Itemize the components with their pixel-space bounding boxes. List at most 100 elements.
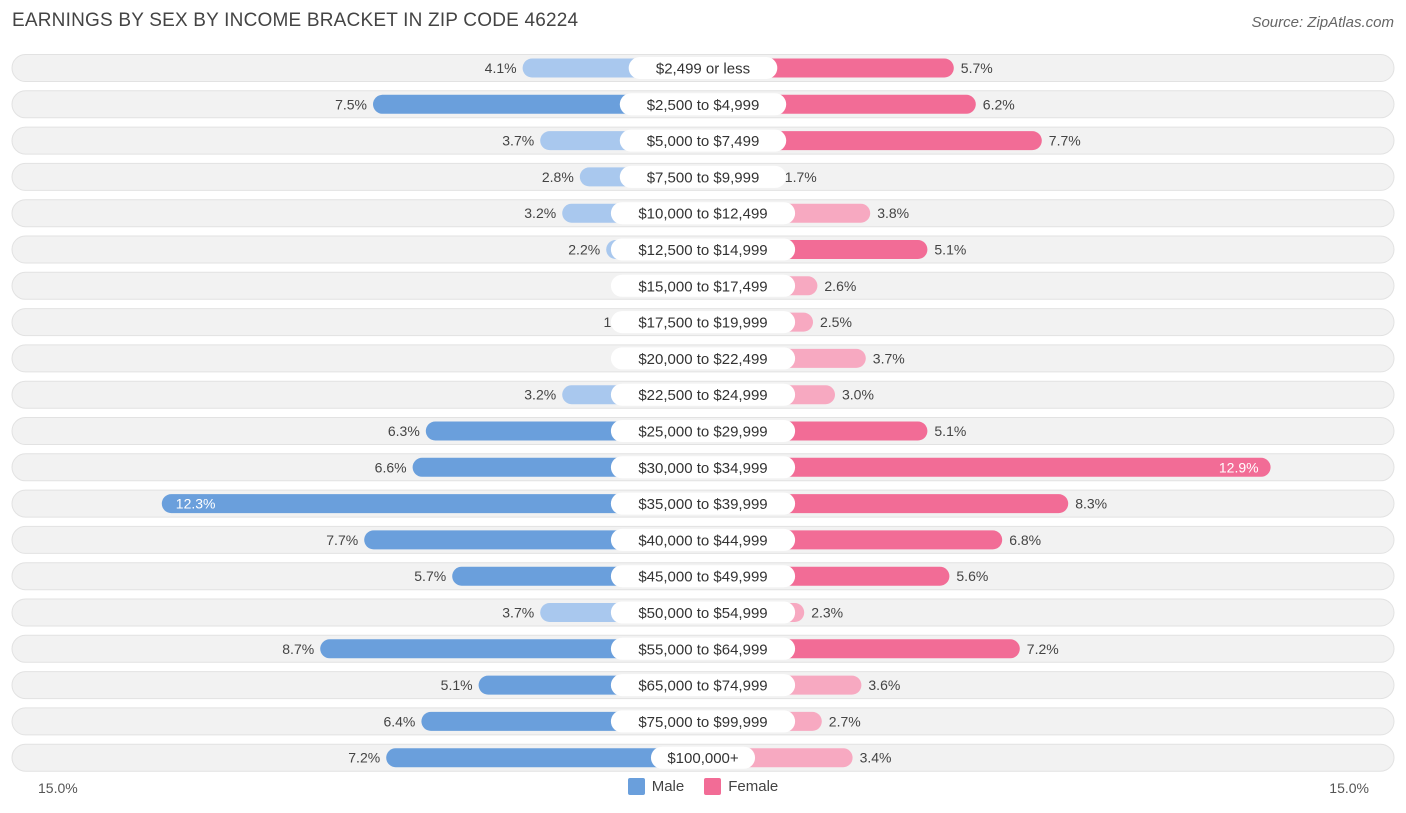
category-pill	[610, 202, 796, 225]
value-label-male: 7.5%	[335, 96, 367, 112]
bar-male	[320, 639, 703, 659]
category-label: $45,000 to $49,999	[638, 569, 767, 586]
bar-row: 6.4% 2.7% $75,000 to $99,999	[11, 707, 1395, 736]
category-pill	[610, 637, 796, 660]
value-label-male: 3.2%	[524, 205, 556, 221]
value-label-female: 5.6%	[956, 568, 988, 584]
bar-row: 5.1% 3.6% $65,000 to $74,999	[11, 671, 1395, 700]
category-pill	[650, 746, 756, 769]
value-label-female: 6.2%	[983, 96, 1015, 112]
value-label-female: 5.1%	[934, 242, 966, 258]
bar-row: 6.3% 5.1% $25,000 to $29,999	[11, 417, 1395, 445]
category-pill	[610, 565, 796, 588]
category-label: $12,500 to $14,999	[638, 242, 767, 259]
bar-male	[373, 94, 703, 114]
value-label-female: 2.3%	[811, 605, 843, 621]
bar-male	[386, 748, 703, 768]
value-label-female: 2.6%	[824, 278, 856, 294]
value-label-female: 6.8%	[1009, 532, 1041, 548]
legend-swatch-female	[704, 778, 722, 795]
bar-row: 2.8% 1.7% $7,500 to $9,999	[11, 162, 1395, 191]
value-label-male: 5.7%	[414, 568, 446, 584]
value-label-male: 2.2%	[568, 242, 600, 258]
value-label-male: 3.7%	[502, 605, 534, 621]
value-label-male: 7.7%	[326, 532, 358, 548]
category-pill	[610, 710, 796, 733]
category-pill	[610, 383, 796, 406]
category-label: $5,000 to $7,499	[647, 133, 760, 150]
bar-row: 1.4%2.5%$17,500 to $19,999	[11, 308, 1395, 337]
legend-item-male[interactable]: Male	[627, 778, 685, 795]
value-label-male: 8.7%	[282, 641, 314, 657]
category-pill	[619, 129, 787, 152]
category-label: $35,000 to $39,999	[638, 496, 767, 513]
category-label: $25,000 to $29,999	[638, 424, 767, 441]
value-label-male: 12.3%	[176, 496, 216, 512]
value-label-female: 3.6%	[868, 677, 900, 693]
value-label-female: 3.8%	[877, 205, 909, 221]
bar-row: 2.2% 5.1% $12,500 to $14,999	[11, 235, 1395, 264]
value-label-male: 2.8%	[542, 169, 574, 185]
bar-row: 3.7% 2.3% $50,000 to $54,999	[11, 598, 1395, 627]
category-pill	[610, 601, 796, 624]
value-label-female: 1.7%	[785, 169, 817, 185]
bar-row: 12.3% 8.3% $35,000 to $39,999	[11, 489, 1395, 518]
category-pill	[610, 347, 796, 370]
category-pill	[610, 456, 796, 479]
category-label: $15,000 to $17,499	[638, 278, 767, 295]
legend-label-female: Female	[728, 778, 779, 795]
category-label: $55,000 to $64,999	[638, 641, 767, 658]
category-label: $7,500 to $9,999	[647, 169, 760, 186]
category-label: $17,500 to $19,999	[638, 315, 767, 332]
category-pill	[619, 93, 787, 116]
bar-row: 7.2% 3.4% $100,000+	[11, 743, 1395, 772]
value-label-male: 3.2%	[524, 387, 556, 403]
value-label-male: 6.6%	[375, 459, 407, 475]
category-label: $22,500 to $24,999	[638, 387, 767, 404]
axis-left-label: 15.0%	[38, 780, 78, 796]
value-label-male: 6.4%	[383, 713, 415, 729]
category-label: $40,000 to $44,999	[638, 532, 767, 549]
bar-row: 8.7% 7.2% $55,000 to $64,999	[11, 634, 1395, 663]
category-pill	[628, 57, 778, 79]
value-label-male: 5.1%	[441, 677, 473, 693]
bar-female	[703, 131, 1042, 151]
source-credit: Source: ZipAtlas.com	[1251, 14, 1394, 31]
value-label-female: 7.7%	[1049, 133, 1081, 149]
value-label-female: 2.5%	[820, 314, 852, 330]
value-label-male: 6.3%	[388, 423, 420, 439]
category-pill	[610, 420, 796, 442]
category-pill	[619, 165, 787, 188]
category-pill	[610, 238, 796, 261]
value-label-female: 3.4%	[860, 750, 892, 766]
category-label: $2,499 or less	[656, 61, 750, 78]
bar-row: 7.7% 6.8% $40,000 to $44,999	[11, 525, 1395, 554]
category-label: $20,000 to $22,499	[638, 351, 767, 368]
chart-title: EARNINGS BY SEX BY INCOME BRACKET IN ZIP…	[12, 10, 579, 31]
value-label-female: 2.7%	[829, 713, 861, 729]
legend: Male Female	[0, 778, 1406, 795]
value-label-female: 7.2%	[1027, 641, 1059, 657]
legend-swatch-male	[627, 778, 645, 795]
bar-row: 3.2% 3.0% $22,500 to $24,999	[11, 380, 1395, 409]
bar-female	[703, 494, 1069, 514]
legend-item-female[interactable]: Female	[704, 778, 778, 795]
bar-row: 6.6% 12.9% $30,000 to $34,999	[11, 453, 1395, 482]
category-label: $65,000 to $74,999	[638, 678, 767, 695]
category-label: $50,000 to $54,999	[638, 605, 767, 622]
category-label: $10,000 to $12,499	[638, 206, 767, 223]
income-bracket-chart: 4.1% 5.7% $2,499 or less 7.5% 6.2% $2,500 to …	[11, 54, 1395, 772]
bar-female	[703, 457, 1271, 477]
bar-row: 7.5% 6.2% $2,500 to $4,999	[11, 90, 1395, 119]
category-label: $75,000 to $99,999	[638, 714, 767, 731]
bar-row: 3.2% 3.8% $10,000 to $12,499	[11, 199, 1395, 228]
bar-row: 1.2%2.6%$15,000 to $17,499	[11, 271, 1395, 300]
value-label-female: 3.0%	[842, 387, 874, 403]
value-label-male: 4.1%	[485, 60, 517, 76]
value-label-female: 8.3%	[1075, 496, 1107, 512]
bar-row: 1.2%3.7%$20,000 to $22,499	[11, 344, 1395, 373]
category-pill	[610, 528, 796, 551]
category-label: $30,000 to $34,999	[638, 460, 767, 477]
legend-label-male: Male	[651, 778, 685, 795]
category-label: $2,500 to $4,999	[647, 97, 760, 114]
